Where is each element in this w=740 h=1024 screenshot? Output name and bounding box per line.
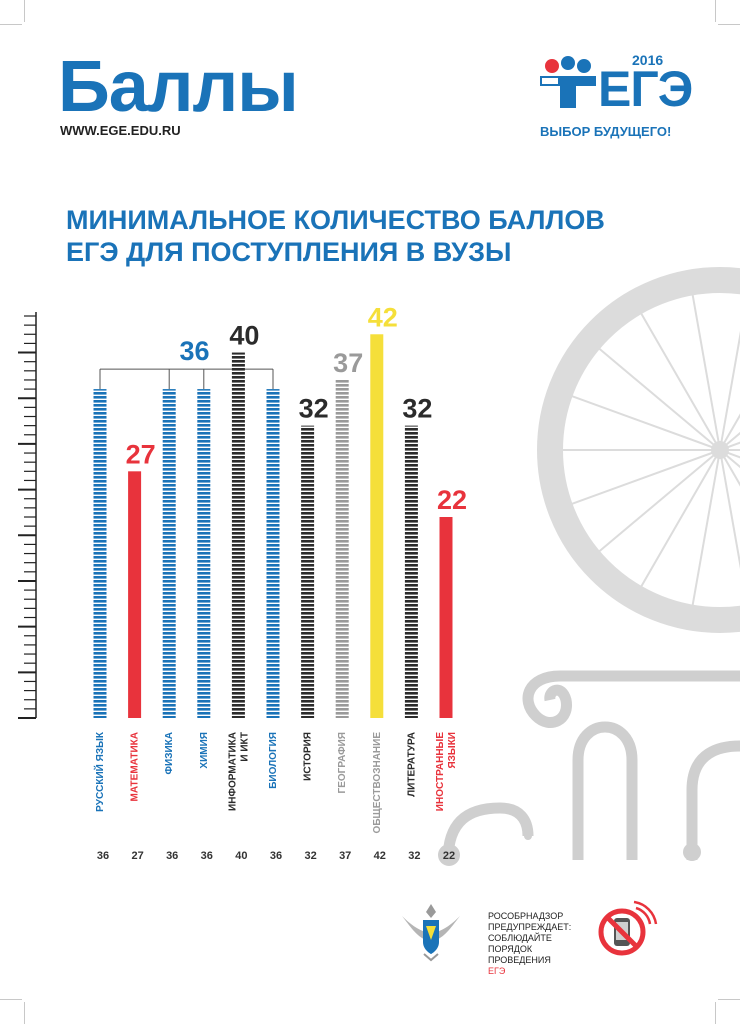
category-label: ИНФОРМАТИКАИ ИКТ: [227, 732, 250, 811]
bar: [301, 425, 315, 718]
chart-title: МИНИМАЛЬНОЕ КОЛИЧЕСТВО БАЛЛОВ ЕГЭ ДЛЯ ПО…: [66, 205, 605, 267]
bar-value-label: 32: [402, 394, 432, 424]
ege-logo: 2016 ЕГЭ ВЫБОР БУДУЩЕГО!: [532, 52, 693, 147]
bottom-value-label: 27: [131, 850, 143, 862]
bottom-value-label: 42: [374, 850, 386, 862]
bar: [197, 389, 211, 718]
bar-value-label: 42: [368, 302, 398, 332]
highlight-circle: [438, 844, 460, 866]
scale-ruler: [18, 312, 37, 719]
category-label: РУССКИЙ ЯЗЫК: [93, 731, 106, 812]
bottom-value-label: 36: [201, 850, 213, 862]
page-title: Баллы: [58, 47, 299, 127]
people-logo-icon: [540, 56, 596, 108]
footer-line: СОБЛЮДАЙТЕ: [488, 933, 552, 943]
bar: [266, 389, 280, 718]
bottom-value-label: 40: [235, 850, 247, 862]
crop-mark: [718, 24, 740, 25]
footer-line: РОСОБРНАДЗОР: [488, 911, 564, 921]
bar-value-label: 37: [333, 348, 363, 378]
logo-slogan: ВЫБОР БУДУЩЕГО!: [540, 124, 672, 139]
category-label: МАТЕМАТИКА: [130, 732, 141, 802]
bottom-value-label: 32: [304, 850, 316, 862]
category-label: ИНОСТРАННЫЕЯЗЫКИ: [435, 732, 458, 812]
crop-mark: [718, 999, 740, 1000]
crop-mark: [0, 999, 22, 1000]
footer-line: ПРЕДУПРЕЖДАЕТ:: [488, 922, 572, 932]
bar-value-label: 22: [437, 485, 467, 515]
bottom-value-label: 32: [408, 850, 420, 862]
bar-value-label: 40: [229, 321, 259, 351]
no-phone-icon: [598, 900, 658, 956]
category-label: ГЕОГРАФИЯ: [337, 732, 348, 793]
bar-value-label: 27: [126, 439, 156, 469]
logo-text: ЕГЭ: [598, 61, 693, 117]
category-label: ОБЩЕСТВОЗНАНИЕ: [372, 732, 383, 834]
logo-year: 2016: [632, 52, 664, 68]
bottom-value-label: 37: [339, 850, 351, 862]
crop-mark: [24, 0, 25, 22]
crop-mark: [715, 1002, 716, 1024]
category-label: ИСТОРИЯ: [303, 732, 314, 781]
category-label: ЛИТЕРАТУРА: [406, 732, 417, 797]
bar: [162, 389, 176, 718]
group-value-label: 36: [179, 336, 209, 366]
bar: [370, 334, 384, 718]
category-label: ФИЗИКА: [164, 732, 175, 775]
bar: [439, 517, 453, 718]
bar-value-label: 32: [299, 394, 329, 424]
crop-mark: [0, 24, 22, 25]
bottom-value-label: 36: [166, 850, 178, 862]
bar: [128, 471, 142, 718]
bottom-value-label: 22: [443, 850, 455, 862]
crop-mark: [715, 0, 716, 22]
bottom-value-label: 36: [270, 850, 282, 862]
footer-line: ПРОВЕДЕНИЯ: [488, 955, 551, 965]
emblem-icon: [402, 904, 460, 962]
crop-mark: [24, 1002, 25, 1024]
footer-warning: РОСОБРНАДЗОР ПРЕДУПРЕЖДАЕТ: СОБЛЮДАЙТЕ П…: [488, 911, 588, 977]
category-label: ХИМИЯ: [199, 732, 210, 769]
category-label: БИОЛОГИЯ: [268, 732, 279, 789]
bar: [404, 425, 418, 718]
bar: [231, 352, 245, 718]
footer-highlight: ЕГЭ: [488, 966, 506, 976]
footer-line: ПОРЯДОК: [488, 944, 533, 954]
site-url-link[interactable]: WWW.EGE.EDU.RU: [60, 123, 181, 138]
bar: [335, 379, 349, 718]
bar: [93, 389, 107, 718]
bottom-value-label: 36: [97, 850, 109, 862]
